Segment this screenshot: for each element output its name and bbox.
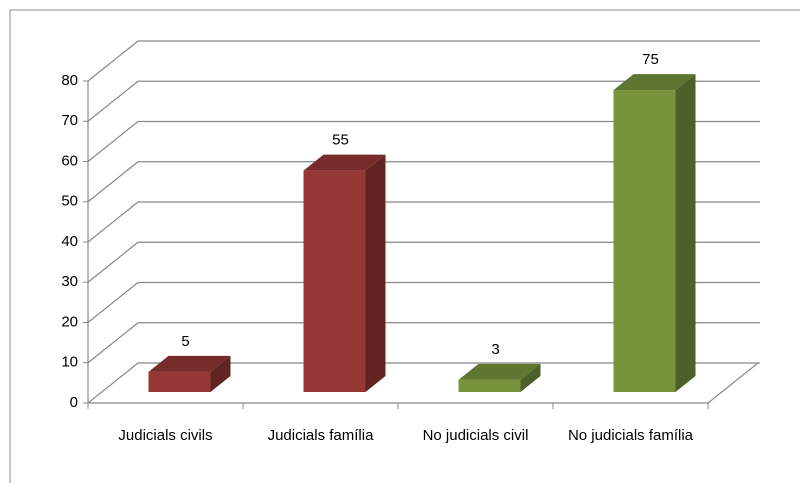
grid-line [87,161,760,203]
y-tick-label: 60 [61,152,78,169]
grid-line [87,362,760,404]
bar-side [210,355,231,392]
y-tick-label: 50 [61,193,78,210]
y-tick-label: 0 [70,394,78,411]
data-label: 75 [642,51,659,68]
bar [148,355,231,392]
data-label: 5 [181,333,189,350]
bar-front [148,371,211,392]
y-tick-label: 20 [61,313,78,330]
bar-side [675,74,696,392]
x-tick-label: Judicials família [268,427,375,444]
grid-line [87,80,760,122]
bar [458,363,541,392]
y-tick-label: 80 [61,72,78,89]
grid-line [87,120,760,162]
bar-side [520,363,541,392]
bar-side [365,154,386,392]
grid-line [87,281,760,323]
x-tick-label: Judicials civils [118,427,212,444]
bar-front [458,379,521,392]
bar-front [613,90,676,392]
y-tick-label: 30 [61,273,78,290]
data-label: 55 [332,132,349,149]
y-tick-label: 10 [61,354,78,371]
grid-line [87,201,760,243]
chart-frame [9,9,800,483]
bar [303,154,386,392]
x-tick-label: No judicials família [568,427,694,444]
bar-top [613,74,696,91]
grid-line [87,322,760,364]
bar-front [303,170,366,392]
grid-line [87,40,760,82]
y-tick-label: 70 [61,112,78,129]
x-tick-label: No judicials civil [423,427,529,444]
bar [613,74,696,392]
bar-top [303,154,386,171]
grid-line [87,241,760,283]
bar-top [458,363,541,380]
bar-top [148,355,231,372]
y-tick-label: 40 [61,233,78,250]
data-label: 3 [491,341,499,358]
